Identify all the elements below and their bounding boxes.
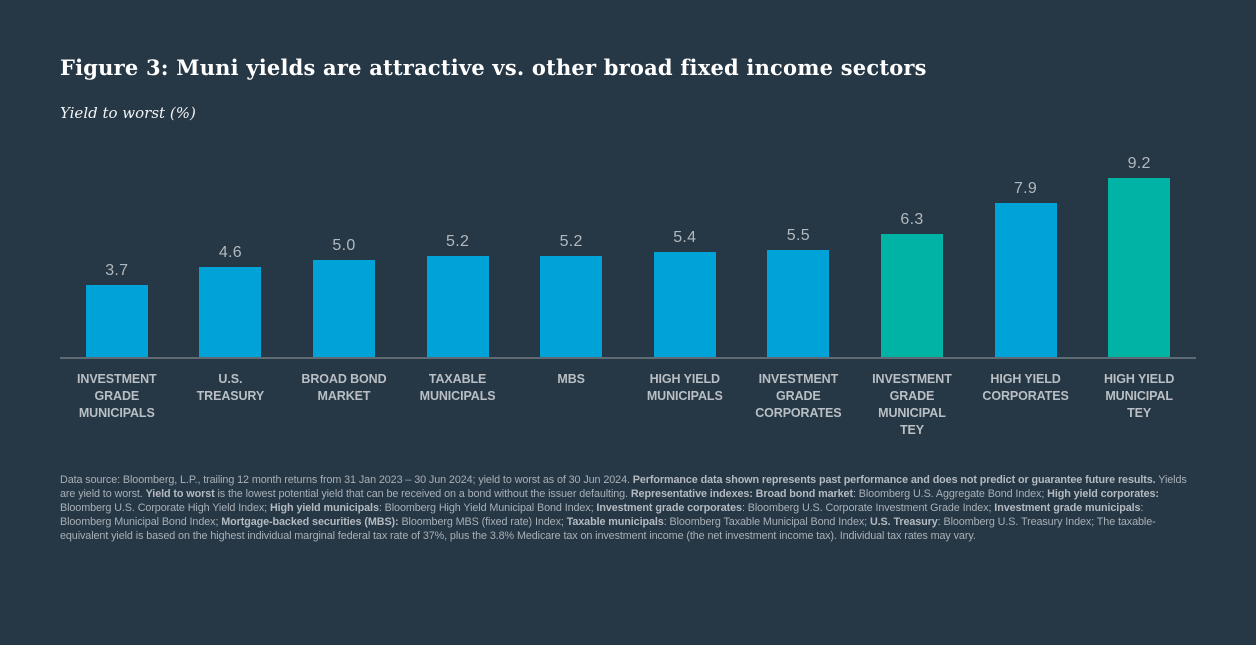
footnote-segment: : Bloomberg High Yield Municipal Bond In… — [378, 502, 597, 514]
bar — [994, 202, 1057, 357]
footnote-segment: : Bloomberg U.S. Corporate Investment Gr… — [741, 502, 995, 514]
category-label: U.S. TREASURY — [174, 371, 288, 439]
bar-value-label: 4.6 — [218, 244, 242, 262]
footnote-segment: : Bloomberg U.S. Treasury Index; The tax… — [60, 516, 1156, 542]
bar — [880, 234, 943, 357]
category-label: INVESTMENT GRADE CORPORATES — [742, 371, 856, 439]
footnote-segment: : Bloomberg Municipal Bond Index; — [60, 502, 1144, 528]
bar-value-label: 3.7 — [105, 261, 129, 279]
footnote-segment: Yields are yield to worst. — [60, 474, 1187, 500]
bar-value-label: 5.4 — [673, 228, 697, 246]
footnote-segment: Data source: Bloomberg, L.P., trailing 1… — [60, 474, 633, 486]
bar-value-label: 9.2 — [1127, 154, 1151, 172]
bar — [85, 284, 148, 357]
bar-column: 9.2 — [1082, 155, 1196, 357]
footnote-bold-segment: Performance data shown represents past p… — [632, 474, 1156, 486]
category-label-text: MBS — [557, 372, 585, 386]
bar — [426, 255, 489, 357]
bar-column: 3.7 — [60, 262, 174, 357]
footnote-bold-segment: High yield municipals — [269, 502, 379, 514]
footnote-segment: Bloomberg U.S. Corporate High Yield Inde… — [60, 502, 270, 514]
footnote-bold-segment: Investment grade municipals — [994, 502, 1141, 514]
bar-value-label: 5.2 — [559, 232, 583, 250]
category-label-text: U.S. TREASURY — [196, 372, 265, 403]
bar-column: 5.4 — [628, 229, 742, 357]
category-label: BROAD BOND MARKET — [287, 371, 401, 439]
bar-column: 5.2 — [401, 233, 515, 357]
bar — [653, 251, 716, 357]
category-label: HIGH YIELD CORPORATES — [969, 371, 1083, 439]
footnote-segment: Bloomberg MBS (fixed rate) Index; — [398, 516, 567, 528]
category-label: TAXABLE MUNICIPALS — [401, 371, 515, 439]
footnote-bold-segment: High yield corporates: — [1047, 488, 1159, 500]
bar-column: 4.6 — [174, 244, 288, 357]
bar-value-label: 7.9 — [1013, 179, 1038, 197]
category-label-text: BROAD BOND MARKET — [301, 372, 387, 403]
category-label-text: INVESTMENT GRADE CORPORATES — [755, 372, 842, 420]
bar — [1108, 177, 1171, 357]
footnote-segment: is the lowest potential yield that can b… — [214, 488, 631, 500]
bar-column: 5.5 — [742, 227, 856, 357]
category-label: INVESTMENT GRADE MUNICIPALS — [60, 371, 174, 439]
category-label: HIGH YIELD MUNICIPAL TEY — [1082, 371, 1196, 439]
footnote-bold-segment: Investment grade corporates — [596, 502, 742, 514]
category-label-text: INVESTMENT GRADE MUNICIPAL TEY — [872, 372, 952, 437]
bar — [199, 267, 262, 357]
bar-chart: 3.7 4.6 5.0 5.2 5.2 5.4 5.5 6.3 7.9 9.2 INVESTMEN… — [60, 148, 1196, 439]
category-label-text: INVESTMENT GRADE MUNICIPALS — [77, 372, 157, 420]
plot-area: 3.7 4.6 5.0 5.2 5.2 5.4 5.5 6.3 7.9 9.2 — [60, 148, 1196, 359]
bar-value-label: 6.3 — [900, 211, 924, 229]
category-label: MBS — [514, 371, 628, 439]
footnote-bold-segment: Representative indexes: Broad bond marke… — [630, 488, 853, 500]
bar — [312, 259, 375, 357]
footnote-bold-segment: Yield to worst — [145, 488, 215, 500]
footnote-bold-segment: U.S. Treasury — [869, 516, 938, 528]
category-label: HIGH YIELD MUNICIPALS — [628, 371, 742, 439]
bar-column: 5.2 — [514, 233, 628, 357]
bar-value-label: 5.0 — [332, 236, 356, 254]
category-label-text: HIGH YIELD CORPORATES — [982, 372, 1069, 403]
bar-value-label: 5.2 — [446, 232, 470, 250]
category-label-text: TAXABLE MUNICIPALS — [419, 372, 496, 403]
category-label: INVESTMENT GRADE MUNICIPAL TEY — [855, 371, 969, 439]
bar-column: 5.0 — [287, 236, 401, 357]
footnote-text: Data source: Bloomberg, L.P., trailing 1… — [60, 473, 1196, 543]
footnote-bold-segment: Taxable municipals — [566, 516, 664, 528]
category-axis: INVESTMENT GRADE MUNICIPALS U.S. TREASURY… — [60, 359, 1196, 439]
figure-subtitle: Yield to worst (%) — [60, 104, 196, 122]
bar — [767, 249, 830, 357]
figure-title: Figure 3: Muni yields are attractive vs.… — [60, 55, 927, 80]
bar — [540, 255, 603, 357]
bar-column: 6.3 — [855, 211, 969, 357]
footnote-segment: : Bloomberg U.S. Aggregate Bond Index; — [852, 488, 1048, 500]
footnote-bold-segment: Mortgage-backed securities (MBS): — [221, 516, 399, 528]
category-label-text: HIGH YIELD MUNICIPAL TEY — [1103, 372, 1175, 420]
bar-column: 7.9 — [969, 180, 1083, 357]
bar-value-label: 5.5 — [786, 226, 810, 244]
footnote-segment: : Bloomberg Taxable Municipal Bond Index… — [663, 516, 870, 528]
figure-container: Figure 3: Muni yields are attractive vs.… — [0, 55, 1256, 543]
category-label-text: HIGH YIELD MUNICIPALS — [646, 372, 723, 403]
